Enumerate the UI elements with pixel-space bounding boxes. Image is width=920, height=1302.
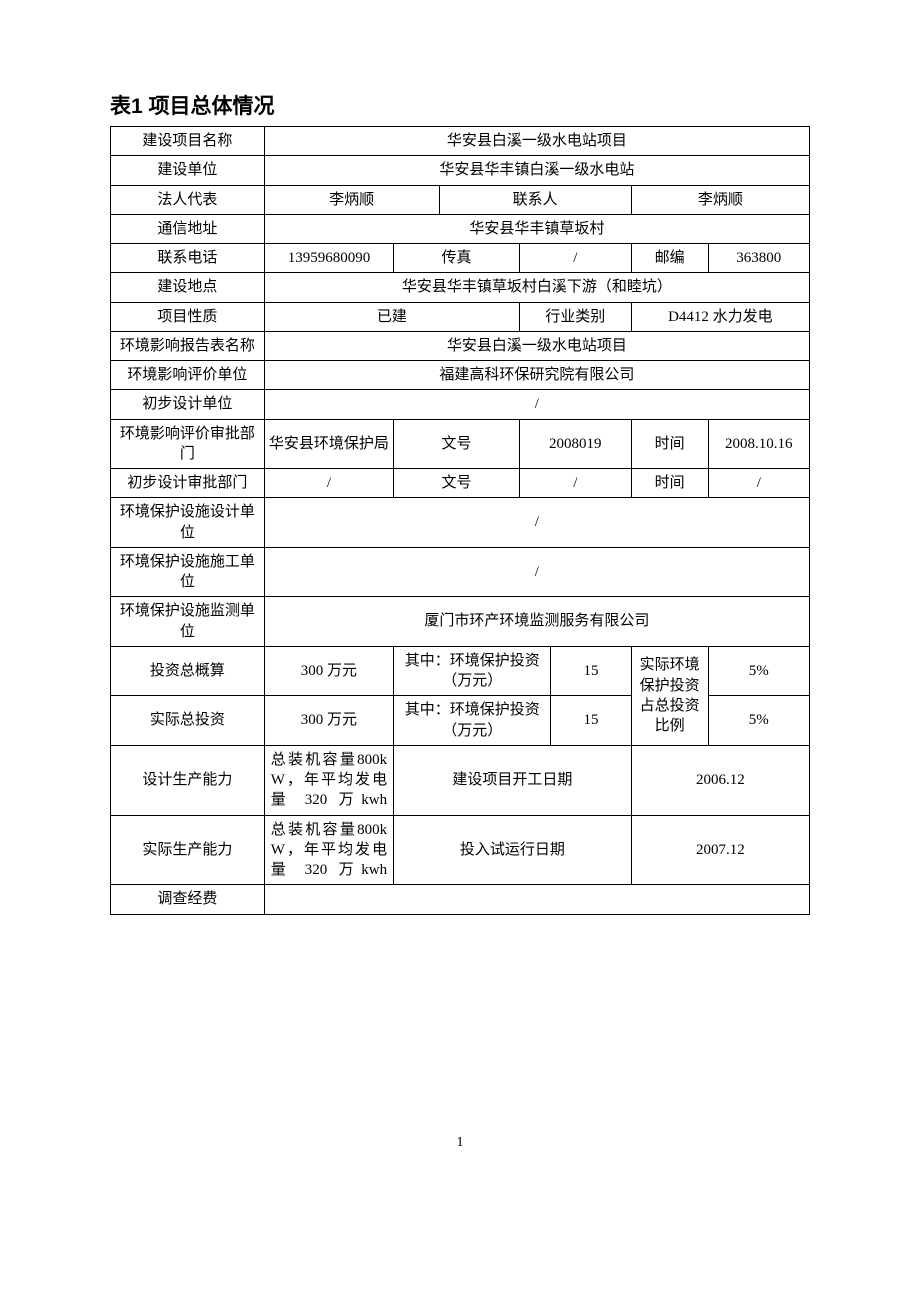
cell-label: 环境保护设施施工单位 <box>111 547 265 597</box>
cell-value: 5% <box>708 646 809 696</box>
table-row: 建设单位 华安县华丰镇白溪一级水电站 <box>111 156 810 185</box>
cell-label: 初步设计单位 <box>111 390 265 419</box>
cell-value: 2008019 <box>519 419 631 469</box>
cell-label: 建设项目开工日期 <box>394 745 632 815</box>
cell-value: / <box>519 469 631 498</box>
cell-label: 实际生产能力 <box>111 815 265 885</box>
table-row: 环境保护设施监测单位 厦门市环产环境监测服务有限公司 <box>111 597 810 647</box>
cell-value: 5% <box>708 696 809 746</box>
cell-value: 2008.10.16 <box>708 419 809 469</box>
table-row: 实际生产能力 总装机容量800kW，年平均发电量 320 万kwh 投入试运行日… <box>111 815 810 885</box>
cell-label: 其中：环境保护投资（万元） <box>394 696 551 746</box>
cell-value: / <box>264 469 393 498</box>
cell-value: 15 <box>551 696 631 746</box>
cell-label: 调查经费 <box>111 885 265 914</box>
cell-label: 文号 <box>394 469 520 498</box>
table-row: 投资总概算 300 万元 其中：环境保护投资（万元） 15 实际环境保护投资占总… <box>111 646 810 696</box>
cell-value: 华安县华丰镇草坂村白溪下游（和睦坑） <box>264 273 809 302</box>
page-number: 1 <box>110 1135 810 1151</box>
table-row: 调查经费 <box>111 885 810 914</box>
cell-value: 华安县白溪一级水电站项目 <box>264 331 809 360</box>
cell-label: 环境保护设施监测单位 <box>111 597 265 647</box>
cell-value: / <box>264 498 809 548</box>
cell-value: D4412 水力发电 <box>631 302 809 331</box>
table-row: 环境保护设施设计单位 / <box>111 498 810 548</box>
cell-value: 总装机容量800kW，年平均发电量 320 万kwh <box>264 745 393 815</box>
cell-label: 通信地址 <box>111 214 265 243</box>
table-row: 初步设计单位 / <box>111 390 810 419</box>
table-row: 建设地点 华安县华丰镇草坂村白溪下游（和睦坑） <box>111 273 810 302</box>
cell-label: 实际总投资 <box>111 696 265 746</box>
table-title: 表1 项目总体情况 <box>110 90 810 120</box>
cell-value: 华安县白溪一级水电站项目 <box>264 127 809 156</box>
cell-label: 联系人 <box>439 185 631 214</box>
cell-label: 建设地点 <box>111 273 265 302</box>
cell-label: 联系电话 <box>111 244 265 273</box>
cell-value: 李炳顺 <box>631 185 809 214</box>
cell-value: 华安县环境保护局 <box>264 419 393 469</box>
cell-value: 2007.12 <box>631 815 809 885</box>
cell-value: 已建 <box>264 302 519 331</box>
table-row: 联系电话 13959680090 传真 / 邮编 363800 <box>111 244 810 273</box>
cell-label: 传真 <box>394 244 520 273</box>
cell-value: 300 万元 <box>264 696 393 746</box>
cell-label: 邮编 <box>631 244 708 273</box>
cell-value: 华安县华丰镇白溪一级水电站 <box>264 156 809 185</box>
cell-value: 363800 <box>708 244 809 273</box>
cell-label: 时间 <box>631 469 708 498</box>
cell-value: 300 万元 <box>264 646 393 696</box>
cell-label: 设计生产能力 <box>111 745 265 815</box>
cell-label: 法人代表 <box>111 185 265 214</box>
cell-value: 李炳顺 <box>264 185 439 214</box>
cell-value: 厦门市环产环境监测服务有限公司 <box>264 597 809 647</box>
cell-label: 初步设计审批部门 <box>111 469 265 498</box>
table-row: 初步设计审批部门 / 文号 / 时间 / <box>111 469 810 498</box>
cell-label: 文号 <box>394 419 520 469</box>
project-overview-table: 建设项目名称 华安县白溪一级水电站项目 建设单位 华安县华丰镇白溪一级水电站 法… <box>110 126 810 915</box>
cell-value: 2006.12 <box>631 745 809 815</box>
cell-value <box>264 885 809 914</box>
cell-label: 投入试运行日期 <box>394 815 632 885</box>
cell-value: / <box>708 469 809 498</box>
cell-value: 福建高科环保研究院有限公司 <box>264 361 809 390</box>
table-row: 环境影响评价审批部门 华安县环境保护局 文号 2008019 时间 2008.1… <box>111 419 810 469</box>
cell-label: 环境影响报告表名称 <box>111 331 265 360</box>
table-row: 环境保护设施施工单位 / <box>111 547 810 597</box>
cell-label: 时间 <box>631 419 708 469</box>
cell-label: 投资总概算 <box>111 646 265 696</box>
cell-value: / <box>264 547 809 597</box>
cell-label: 实际环境保护投资占总投资比例 <box>631 646 708 745</box>
cell-value: 华安县华丰镇草坂村 <box>264 214 809 243</box>
table-row: 项目性质 已建 行业类别 D4412 水力发电 <box>111 302 810 331</box>
cell-label: 项目性质 <box>111 302 265 331</box>
cell-label: 环境保护设施设计单位 <box>111 498 265 548</box>
table-row: 建设项目名称 华安县白溪一级水电站项目 <box>111 127 810 156</box>
cell-value: 15 <box>551 646 631 696</box>
cell-label: 建设项目名称 <box>111 127 265 156</box>
cell-label: 其中：环境保护投资（万元） <box>394 646 551 696</box>
cell-value: / <box>264 390 809 419</box>
cell-value: 总装机容量800kW，年平均发电量 320 万kwh <box>264 815 393 885</box>
cell-label: 行业类别 <box>519 302 631 331</box>
table-row: 通信地址 华安县华丰镇草坂村 <box>111 214 810 243</box>
table-row: 设计生产能力 总装机容量800kW，年平均发电量 320 万kwh 建设项目开工… <box>111 745 810 815</box>
table-row: 法人代表 李炳顺 联系人 李炳顺 <box>111 185 810 214</box>
table-row: 环境影响报告表名称 华安县白溪一级水电站项目 <box>111 331 810 360</box>
cell-label: 环境影响评价单位 <box>111 361 265 390</box>
cell-label: 建设单位 <box>111 156 265 185</box>
table-row: 环境影响评价单位 福建高科环保研究院有限公司 <box>111 361 810 390</box>
cell-value: / <box>519 244 631 273</box>
cell-value: 13959680090 <box>264 244 393 273</box>
cell-label: 环境影响评价审批部门 <box>111 419 265 469</box>
